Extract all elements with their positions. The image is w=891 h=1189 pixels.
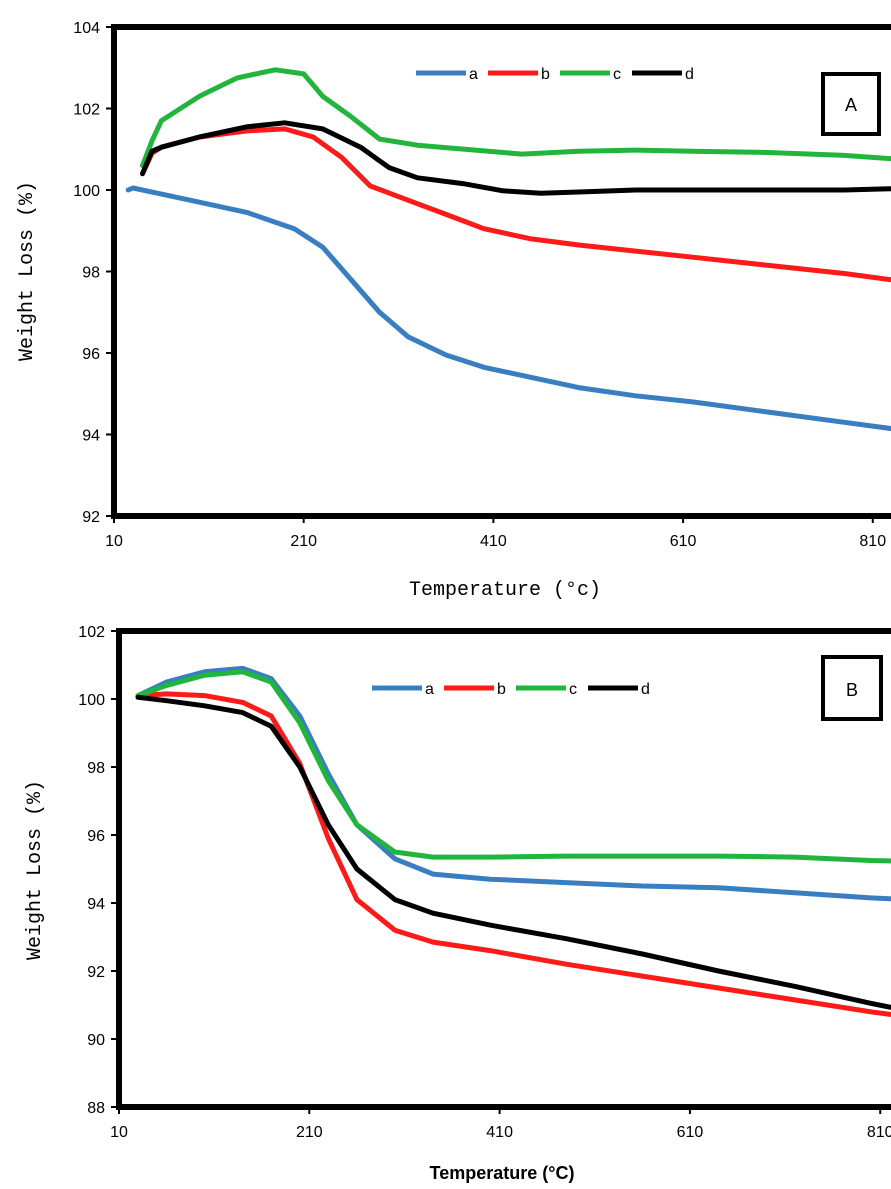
x-tick-label: 610 — [677, 1124, 704, 1141]
y-tick-label: 96 — [87, 828, 105, 845]
legend-label-c: c — [613, 66, 621, 83]
x-tick-label: 210 — [290, 533, 317, 550]
y-tick-label: 94 — [82, 428, 100, 445]
series-line-a — [135, 665, 891, 902]
y-tick-label: 102 — [73, 102, 100, 119]
y-tick-label: 102 — [78, 624, 105, 641]
legend-label-d: d — [685, 66, 694, 83]
x-axis-label-a: Temperature (°c) — [409, 579, 601, 602]
legend-b: a b c d — [372, 681, 650, 698]
series-line-c — [140, 67, 891, 169]
panel-label-b: B — [846, 680, 858, 700]
x-tick-label: 810 — [867, 1124, 891, 1141]
y-tick-label: 98 — [82, 265, 100, 282]
legend-label-b: b — [541, 66, 550, 83]
plot-area-b — [116, 628, 891, 1110]
y-tick-label: 96 — [82, 346, 100, 363]
y-tick-label: 92 — [82, 509, 100, 526]
y-axis-label-b: Weight Loss (%) — [24, 780, 47, 960]
x-tick-label: 10 — [105, 533, 123, 550]
y-tick-label: 92 — [87, 964, 105, 981]
y-tick-label: 104 — [73, 20, 100, 37]
series-line-a — [125, 185, 891, 432]
x-tick-label: 10 — [110, 1124, 128, 1141]
x-axis-label-b: Temperature (°C) — [430, 1163, 575, 1183]
legend-label-a: a — [425, 681, 434, 698]
plot-area-a — [111, 24, 891, 519]
series-line-d — [140, 120, 891, 196]
series-line-b — [135, 691, 891, 1018]
legend-label-d: d — [641, 681, 650, 698]
x-tick-label: 410 — [480, 533, 507, 550]
y-tick-label: 90 — [87, 1032, 105, 1049]
panel-label-box-b — [821, 655, 883, 721]
y-axis-label-a: Weight Loss (%) — [16, 181, 39, 361]
y-tick-label: 100 — [78, 692, 105, 709]
x-tick-label: 810 — [859, 533, 886, 550]
x-tick-label: 210 — [296, 1124, 323, 1141]
y-tick-label: 100 — [73, 183, 100, 200]
panel-label-box-a — [821, 72, 881, 136]
x-tick-label: 410 — [486, 1124, 513, 1141]
legend-label-c: c — [569, 681, 577, 698]
series-line-c — [135, 669, 891, 864]
chart-panel-b: 88 90 92 94 96 98 100 102 10 210 410 610 810 Weight… — [24, 624, 891, 1183]
series-line-d — [135, 694, 891, 1010]
x-tick-label: 610 — [670, 533, 697, 550]
legend-label-a: a — [469, 66, 478, 83]
y-tick-label: 94 — [87, 896, 105, 913]
y-tick-label: 88 — [87, 1100, 105, 1117]
legend-a: a b c d — [416, 66, 694, 83]
panel-label-a: A — [845, 95, 857, 115]
chart-panel-a: 92 94 96 98 100 102 104 10 210 410 610 810 Weight … — [16, 20, 891, 602]
legend-label-b: b — [497, 681, 506, 698]
y-tick-label: 98 — [87, 760, 105, 777]
